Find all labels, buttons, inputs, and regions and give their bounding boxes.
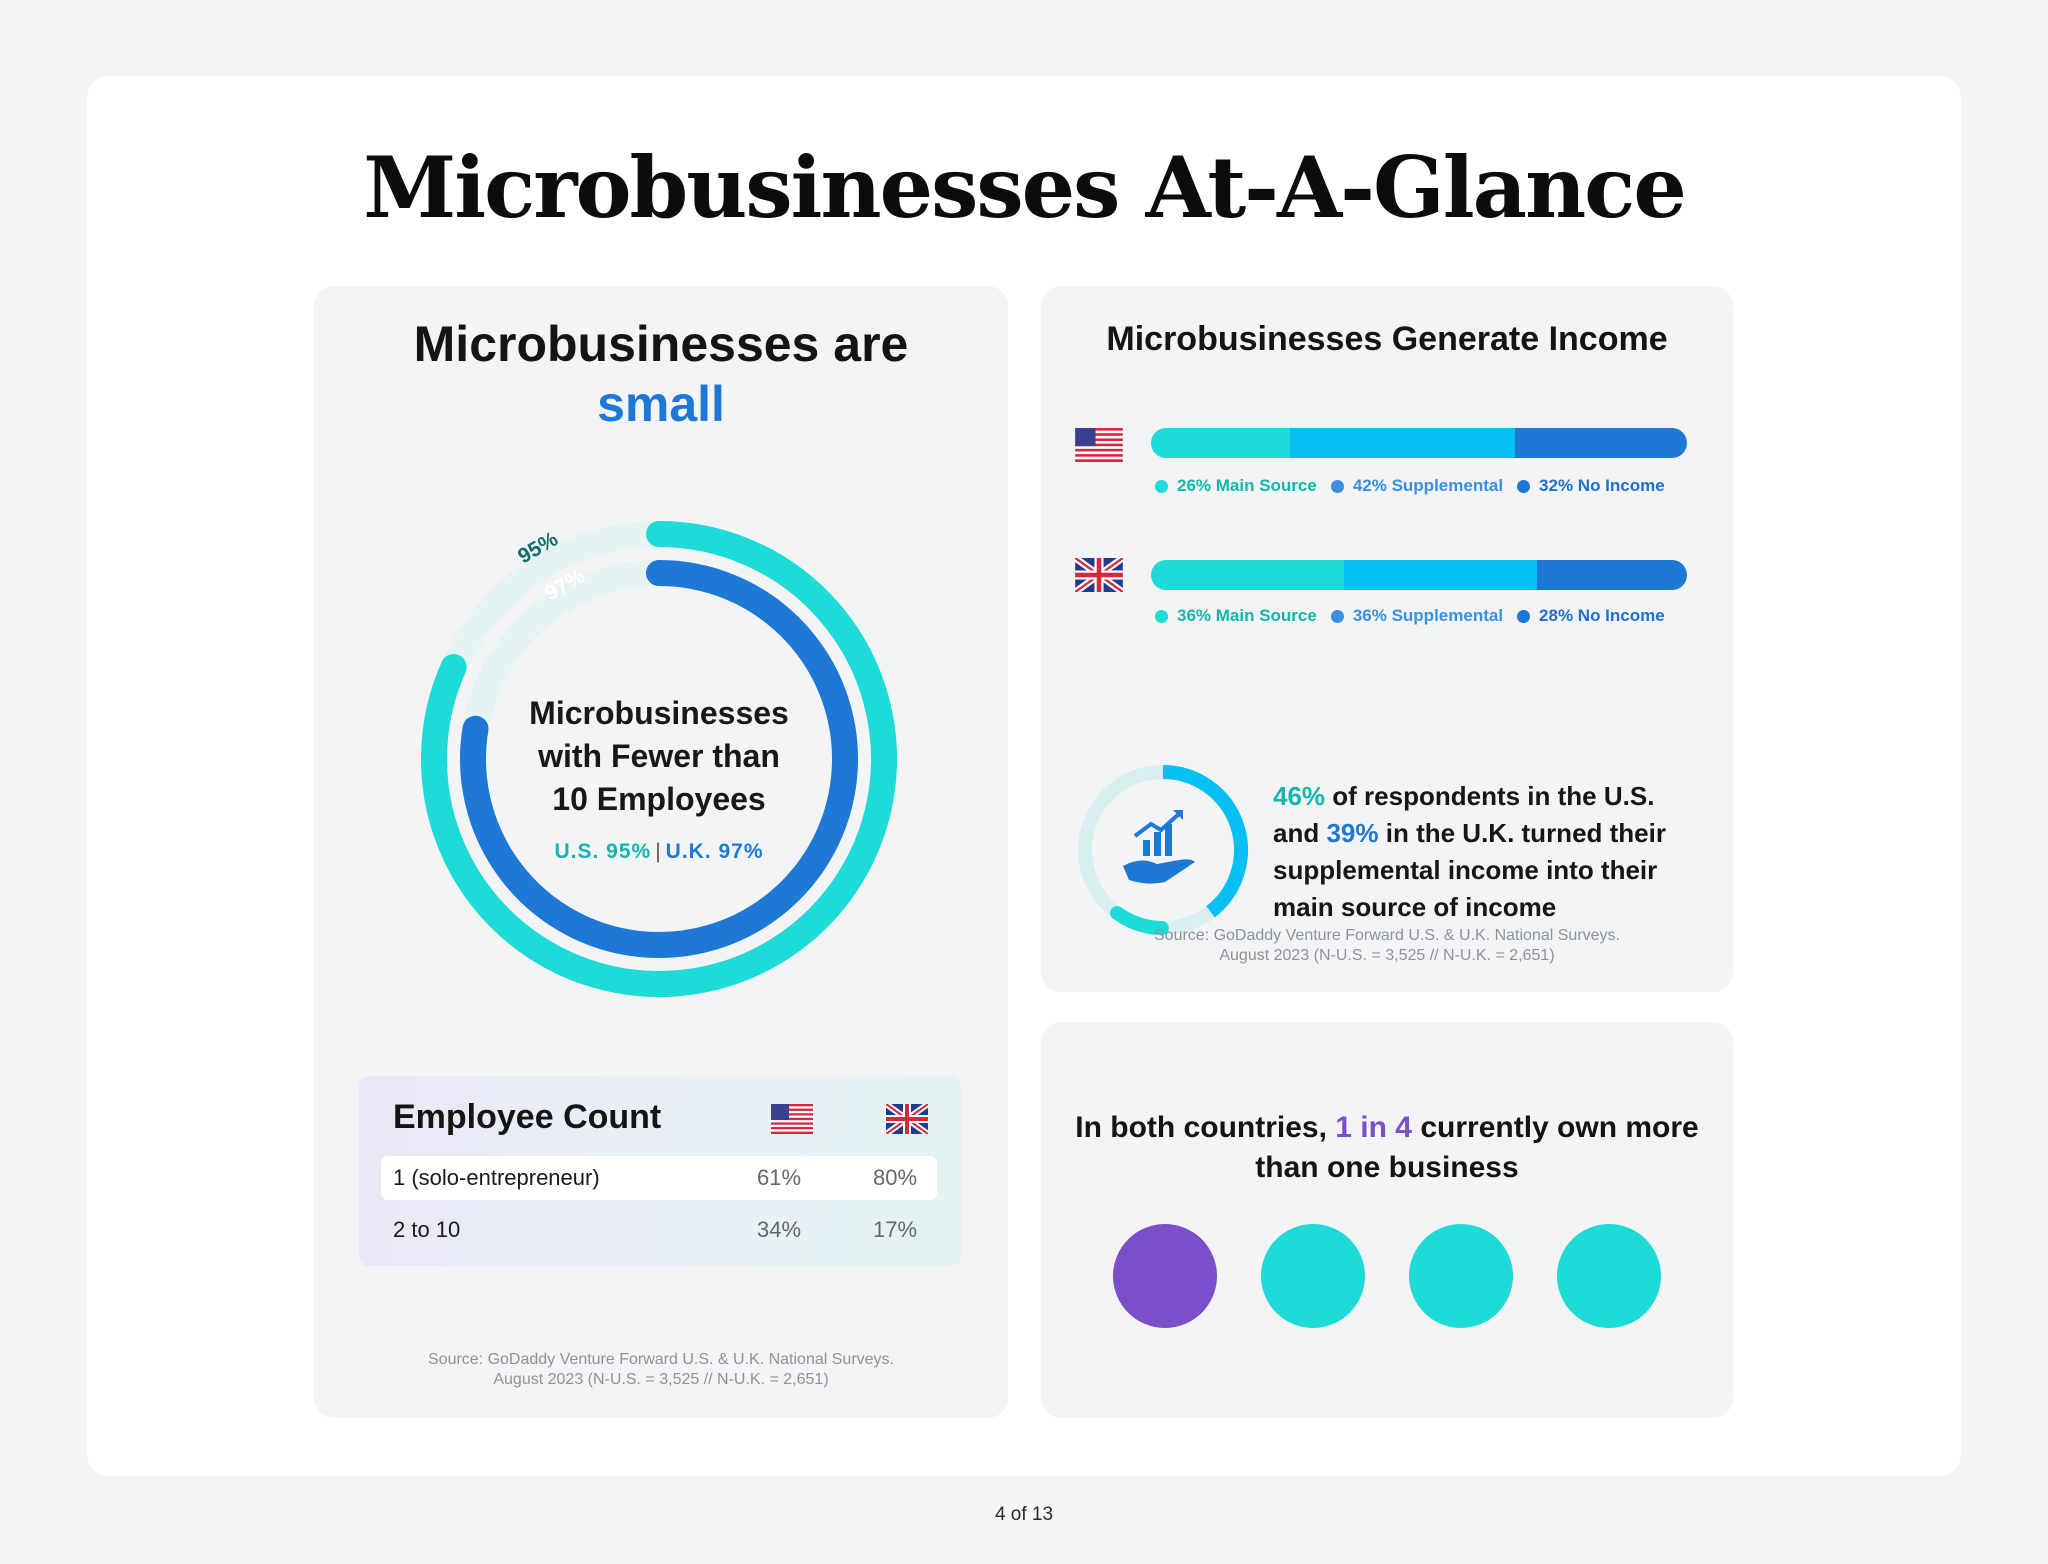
ring-svg: 95% 97%: [421, 521, 897, 997]
uk-flag-icon: [886, 1104, 928, 1134]
conversion-ring: [1078, 765, 1248, 935]
us-income-legend: 26% Main Source 42% Supplemental 32% No In…: [1155, 476, 1695, 496]
owner-circle: [1409, 1224, 1513, 1328]
row-label: 1 (solo-entrepreneur): [393, 1165, 600, 1190]
page-number: 4 of 13: [994, 1504, 1054, 1525]
table-row: 2 to 10 34% 17%: [381, 1208, 937, 1252]
legend-label: 26% Main Source: [1177, 476, 1317, 495]
us-flag-icon: [771, 1104, 813, 1134]
page-sheet: Microbusinesses At-A-Glance Microbusines…: [87, 76, 1961, 1476]
row-label: 2 to 10: [393, 1217, 461, 1242]
owner-circle: [1557, 1224, 1661, 1328]
conversion-ring-uk: [1110, 906, 1169, 935]
legend-dot: [1517, 609, 1531, 623]
stat-part1: of respondents in the U.S. and: [1273, 781, 1655, 848]
legend-item: 32% No Income: [1517, 476, 1665, 496]
ring-center-line3: 10 Employees: [552, 781, 766, 817]
legend-label: 28% No Income: [1539, 606, 1665, 625]
ownership-text-part2: currently own more than one business: [1255, 1111, 1699, 1184]
source-line2: August 2023 (N-U.S. = 3,525 // N-U.K. = …: [1219, 947, 1555, 964]
legend-item: 26% Main Source: [1155, 476, 1317, 496]
ring-stats: U.S. 95% | U.K. 97%: [412, 840, 906, 864]
row-uk-value: 80%: [873, 1165, 918, 1190]
row-us-value: 34%: [757, 1217, 802, 1242]
bar-segment: [1290, 428, 1516, 458]
source-line2: August 2023 (N-U.S. = 3,525 // N-U.K. = …: [493, 1371, 829, 1388]
bar-segment: [1151, 560, 1344, 590]
bar-segment: [1536, 560, 1687, 590]
ownership-text: In both countries, 1 in 4 currently own …: [1041, 1108, 1733, 1188]
legend-item: 36% Supplemental: [1330, 606, 1504, 626]
stat-part2: in the U.K. turned their supplemental in…: [1273, 818, 1666, 922]
income-card-title: Microbusinesses Generate Income: [1106, 320, 1668, 358]
legend-dot: [1155, 609, 1168, 623]
ring-center-line1: Microbusinesses: [529, 695, 789, 731]
ring-stat-separator: |: [655, 840, 662, 863]
size-card-title: Microbusinesses are small: [314, 314, 1008, 434]
employee-count-table: Employee Count: [359, 1076, 961, 1266]
bar-segment: [1151, 428, 1291, 458]
uk-income-legend: 36% Main Source 36% Supplemental 28% No In…: [1155, 606, 1695, 626]
bar-segment: [1515, 428, 1687, 458]
bar-segment: [1343, 560, 1537, 590]
legend-label: 36% Main Source: [1177, 606, 1317, 625]
legend-label: 32% No Income: [1539, 476, 1665, 495]
income-card: Microbusinesses Generate Income 26% Main…: [1041, 286, 1733, 992]
table-row: 1 (solo-entrepreneur) 61% 80%: [381, 1156, 937, 1200]
legend-label: 42% Supplemental: [1352, 476, 1504, 495]
uk-flag-icon: [1075, 558, 1123, 592]
stat-pct-us: 46%: [1273, 781, 1326, 811]
inner-ring-uk: [460, 560, 858, 958]
legend-dot: [1330, 479, 1344, 493]
employee-count-title: Employee Count: [393, 1098, 662, 1136]
ring-center-text: Microbusinesses with Fewer than 10 Emplo…: [412, 692, 906, 821]
row-uk-value: 17%: [873, 1217, 918, 1242]
ownership-text-part1: In both countries,: [1075, 1111, 1327, 1144]
ring-stat-us: U.S. 95%: [554, 840, 652, 863]
ownership-card: In both countries, 1 in 4 currently own …: [1041, 1022, 1733, 1418]
growth-hand-icon: [1123, 810, 1195, 884]
ring-stat-uk: U.K. 97%: [665, 840, 764, 863]
employee-ring-chart: 95% 97% Microbusinesses with Fewer than …: [412, 512, 906, 1006]
source-line1: Source: GoDaddy Venture Forward U.S. & U…: [428, 1351, 894, 1368]
size-card-source: Source: GoDaddy Venture Forward U.S. & U…: [314, 1350, 1008, 1390]
legend-dot: [1330, 609, 1344, 623]
legend-dot: [1517, 479, 1531, 493]
uk-income-bar: [1151, 560, 1687, 590]
conversion-ring-us: [1162, 765, 1248, 918]
legend-dot: [1155, 479, 1168, 493]
page-title: Microbusinesses At-A-Glance: [363, 138, 1687, 237]
ring-center-line2: with Fewer than: [538, 738, 780, 774]
legend-item: 28% No Income: [1517, 606, 1665, 626]
row-us-value: 61%: [757, 1165, 802, 1190]
outer-ring-us: [421, 521, 897, 997]
conversion-stat-text: 46% of respondents in the U.S. and 39% i…: [1273, 778, 1703, 926]
owner-circle: [1261, 1224, 1365, 1328]
size-card-title-main: Microbusinesses are: [413, 316, 909, 372]
income-card-source: Source: GoDaddy Venture Forward U.S. & U…: [1041, 926, 1733, 966]
us-flag-icon: [1075, 428, 1123, 462]
legend-item: 42% Supplemental: [1330, 476, 1504, 496]
ownership-highlight: 1 in 4: [1335, 1111, 1412, 1144]
us-income-bar: [1151, 428, 1687, 458]
size-card: Microbusinesses are small 95% 97% Microb…: [314, 286, 1008, 1418]
source-line1: Source: GoDaddy Venture Forward U.S. & U…: [1154, 927, 1620, 944]
owner-circle-highlight: [1113, 1224, 1217, 1328]
legend-item: 36% Main Source: [1155, 606, 1317, 626]
stat-pct-uk: 39%: [1326, 818, 1379, 848]
size-card-title-accent: small: [597, 376, 725, 432]
legend-label: 36% Supplemental: [1352, 606, 1504, 625]
